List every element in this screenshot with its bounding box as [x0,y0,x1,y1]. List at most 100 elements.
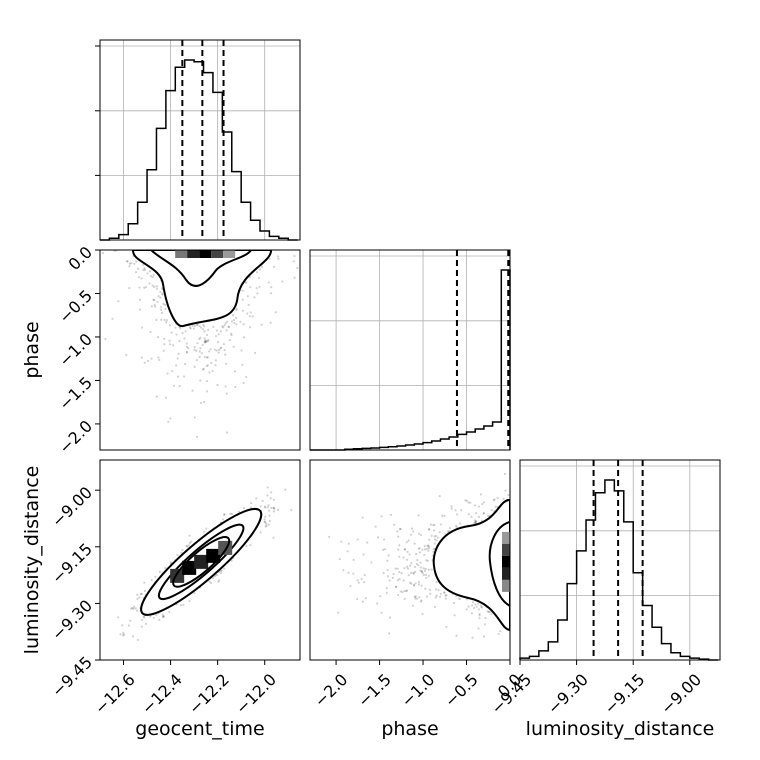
sample-point [131,606,134,610]
sample-point [432,547,435,550]
sample-point [209,348,212,351]
sample-point [138,308,141,311]
sample-point [412,571,415,574]
sample-point [245,375,248,379]
sample-point [458,522,462,525]
x-axis-label-geocent-time: geocent_time [135,718,264,740]
sample-point [465,608,468,611]
sample-point [155,318,158,321]
sample-point [145,622,148,625]
sample-point [383,548,386,551]
sample-point [249,286,252,289]
y-tick-label: 0.0 [65,243,96,274]
sample-point [450,507,453,510]
sample-point [391,576,395,579]
sample-point [475,521,478,524]
sample-point [340,540,343,543]
sample-point [168,339,171,342]
sample-point [245,281,248,284]
sample-point [144,285,148,289]
sample-point [423,548,426,551]
sample-point [453,614,456,617]
sample-point [364,597,367,600]
sample-point [406,565,409,568]
sample-point [382,538,386,541]
sample-point [160,287,164,290]
sample-point [133,262,136,265]
sample-point [205,333,209,337]
sample-point [158,570,161,573]
sample-point [177,352,180,356]
sample-point [189,327,192,330]
sample-point [420,570,424,573]
sample-point [434,596,437,599]
sample-point [410,571,413,574]
sample-point [220,346,223,349]
sample-point [264,506,267,509]
sample-point [203,530,206,533]
sample-point [136,597,139,601]
sample-point [104,337,107,341]
sample-point [472,522,476,525]
sample-point [198,338,201,341]
sample-point [499,630,502,633]
sample-point [469,501,472,504]
sample-point [417,564,420,567]
histogram-phase [310,269,511,451]
sample-point [229,512,232,515]
sample-point [155,614,158,617]
sample-point [450,505,453,508]
sample-point [482,512,486,515]
sample-point [210,582,213,585]
sample-point [176,357,179,360]
sample-point [188,599,191,603]
sample-point [347,542,350,545]
sample-point [137,276,141,279]
density-cell [502,543,510,556]
sample-point [164,567,167,570]
sample-point [202,323,205,326]
panel-phase-vs-luminosity_distance [309,459,511,661]
sample-point [158,618,161,622]
sample-point [430,568,433,571]
sample-point [264,522,268,525]
sample-point [193,324,196,328]
sample-point [247,303,250,307]
sample-point [213,348,216,351]
sample-point [148,282,151,285]
sample-point [155,285,158,288]
sample-point [439,523,442,526]
sample-point [374,525,377,528]
sample-point [352,572,355,575]
sample-point [258,285,261,288]
sample-point [130,262,133,265]
sample-point [203,341,206,344]
hist-panel-geocent_time [99,39,301,241]
sample-point [380,515,383,518]
sample-point [249,311,252,314]
sample-point [161,292,164,295]
sample-point [386,569,389,572]
sample-point [225,392,228,395]
sample-point [190,540,193,543]
sample-point [420,584,423,587]
sample-point [191,389,194,392]
sample-point [193,416,196,419]
sample-point [488,611,491,614]
sample-point [199,336,202,339]
sample-point [270,506,273,509]
sample-point [328,535,331,538]
sample-point [273,507,276,511]
sample-point [362,581,366,584]
sample-point [117,616,120,619]
sample-point [398,544,401,547]
sample-point [398,577,401,581]
sample-point [152,616,155,619]
sample-point [220,569,223,572]
sample-point [425,576,428,580]
sample-point [441,514,444,517]
sample-point [259,505,262,508]
sample-point [134,607,137,610]
sample-point [193,365,196,368]
sample-point [272,498,275,501]
